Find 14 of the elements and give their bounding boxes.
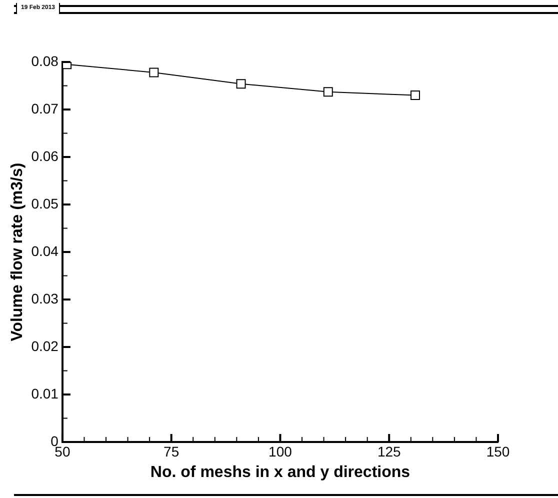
- y-tick-label: 0.02: [31, 338, 59, 354]
- y-tick-label: 0.03: [31, 290, 59, 306]
- x-tick-label: 100: [268, 443, 292, 460]
- y-tick-label: 0.05: [31, 195, 59, 212]
- x-axis-title: No. of meshs in x and y directions: [150, 464, 410, 481]
- y-tick-label: 0.08: [31, 52, 59, 69]
- x-tick-label: 125: [377, 443, 402, 460]
- y-tick-label: 0.07: [31, 100, 59, 116]
- y-axis-title: Volume flow rate (m3/s): [9, 162, 26, 342]
- x-tick-label: 150: [486, 443, 510, 460]
- y-tick-label: 0.01: [31, 385, 59, 402]
- y-tick-label: 0.06: [31, 148, 59, 164]
- x-tick-label: 75: [164, 443, 180, 460]
- y-tick-label: 0.04: [31, 242, 59, 259]
